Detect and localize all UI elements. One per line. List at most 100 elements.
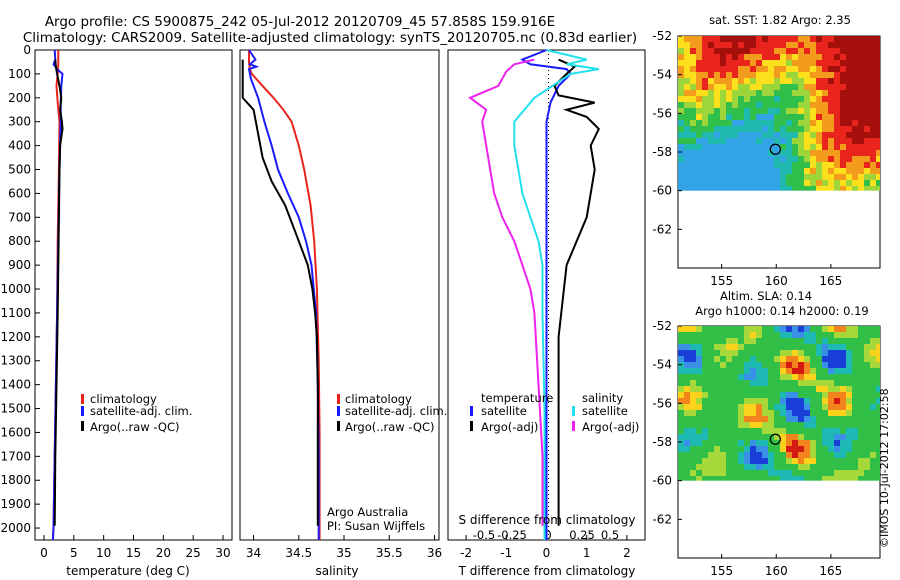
map-cell xyxy=(852,452,858,458)
map-cell xyxy=(768,138,774,144)
map-cell xyxy=(708,422,714,428)
map-cell xyxy=(756,446,762,452)
map-cell xyxy=(720,392,726,398)
map-cell xyxy=(744,54,750,60)
map-cell xyxy=(684,392,690,398)
map-cell xyxy=(744,332,750,338)
map-cell xyxy=(744,380,750,386)
map-cell xyxy=(822,108,828,114)
map-cell xyxy=(786,54,792,60)
legend-label-t-satellite: satellite xyxy=(481,404,527,418)
map-cell xyxy=(780,470,786,476)
map-cell xyxy=(708,48,714,54)
map-cell xyxy=(792,422,798,428)
map-cell xyxy=(780,78,786,84)
map-cell xyxy=(690,374,696,380)
map-cell xyxy=(840,96,846,102)
map-cell xyxy=(864,66,870,72)
map-cell xyxy=(828,48,834,54)
map-cell xyxy=(750,138,756,144)
map-cell xyxy=(846,422,852,428)
map-cell xyxy=(852,434,858,440)
map-cell xyxy=(726,54,732,60)
map-cell xyxy=(792,404,798,410)
map-cell xyxy=(696,386,702,392)
map-cell xyxy=(744,114,750,120)
map-cell xyxy=(768,380,774,386)
map-cell xyxy=(690,186,696,191)
x-tick-label: 30 xyxy=(215,546,230,560)
map-cell xyxy=(768,60,774,66)
map-cell xyxy=(720,102,726,108)
map-cell xyxy=(684,36,690,42)
map-cell xyxy=(762,404,768,410)
legend-label-climatology: climatology xyxy=(90,392,157,406)
map-cell xyxy=(816,380,822,386)
map-cell xyxy=(780,132,786,138)
map-cell xyxy=(858,96,864,102)
map-cell xyxy=(684,60,690,66)
map-cell xyxy=(732,470,738,476)
map-cell xyxy=(720,180,726,186)
map-cell xyxy=(858,350,864,356)
map-cell xyxy=(684,66,690,72)
map-cell xyxy=(876,162,880,168)
map-cell xyxy=(792,410,798,416)
map-cell xyxy=(738,332,744,338)
map-cell xyxy=(774,374,780,380)
map-cell xyxy=(816,470,822,476)
map-cell xyxy=(678,54,684,60)
map-cell xyxy=(798,398,804,404)
map-cell xyxy=(792,356,798,362)
map-cell xyxy=(786,386,792,392)
map-cell xyxy=(852,326,858,332)
map-cell xyxy=(768,404,774,410)
map-cell xyxy=(852,54,858,60)
figure-title-line2: Climatology: CARS2009. Satellite-adjuste… xyxy=(23,30,637,46)
map-cell xyxy=(684,422,690,428)
map-cell xyxy=(774,48,780,54)
map-cell xyxy=(696,162,702,168)
map-cell xyxy=(684,78,690,84)
map-cell xyxy=(852,446,858,452)
map-cell xyxy=(780,404,786,410)
map-cell xyxy=(810,344,816,350)
map-cell xyxy=(690,48,696,54)
map-cell xyxy=(864,404,870,410)
map-cell xyxy=(762,120,768,126)
map-cell xyxy=(684,180,690,186)
map-cell xyxy=(810,84,816,90)
map-cell xyxy=(750,332,756,338)
map-cell xyxy=(864,54,870,60)
map-cell xyxy=(822,446,828,452)
map-cell xyxy=(708,476,714,481)
map-cell xyxy=(726,174,732,180)
map-cell xyxy=(702,452,708,458)
map-cell xyxy=(696,344,702,350)
map-cell xyxy=(684,42,690,48)
map-cell xyxy=(858,464,864,470)
map-cell xyxy=(810,470,816,476)
map-cell xyxy=(744,416,750,422)
map-cell xyxy=(828,144,834,150)
map-cell xyxy=(732,464,738,470)
map-cell xyxy=(846,458,852,464)
map-cell xyxy=(780,126,786,132)
map-cell xyxy=(822,428,828,434)
map-cell xyxy=(834,174,840,180)
map-cell xyxy=(864,108,870,114)
map-cell xyxy=(684,410,690,416)
map-cell xyxy=(696,180,702,186)
map-cell xyxy=(678,422,684,428)
map-cell xyxy=(828,120,834,126)
map-cell xyxy=(876,90,880,96)
map-cell xyxy=(678,78,684,84)
map-cell xyxy=(744,90,750,96)
map-cell xyxy=(870,362,876,368)
map-cell xyxy=(870,434,876,440)
map-cell xyxy=(810,66,816,72)
map-cell xyxy=(780,72,786,78)
map-cell xyxy=(798,428,804,434)
map-cell xyxy=(876,138,880,144)
map-cell xyxy=(732,362,738,368)
